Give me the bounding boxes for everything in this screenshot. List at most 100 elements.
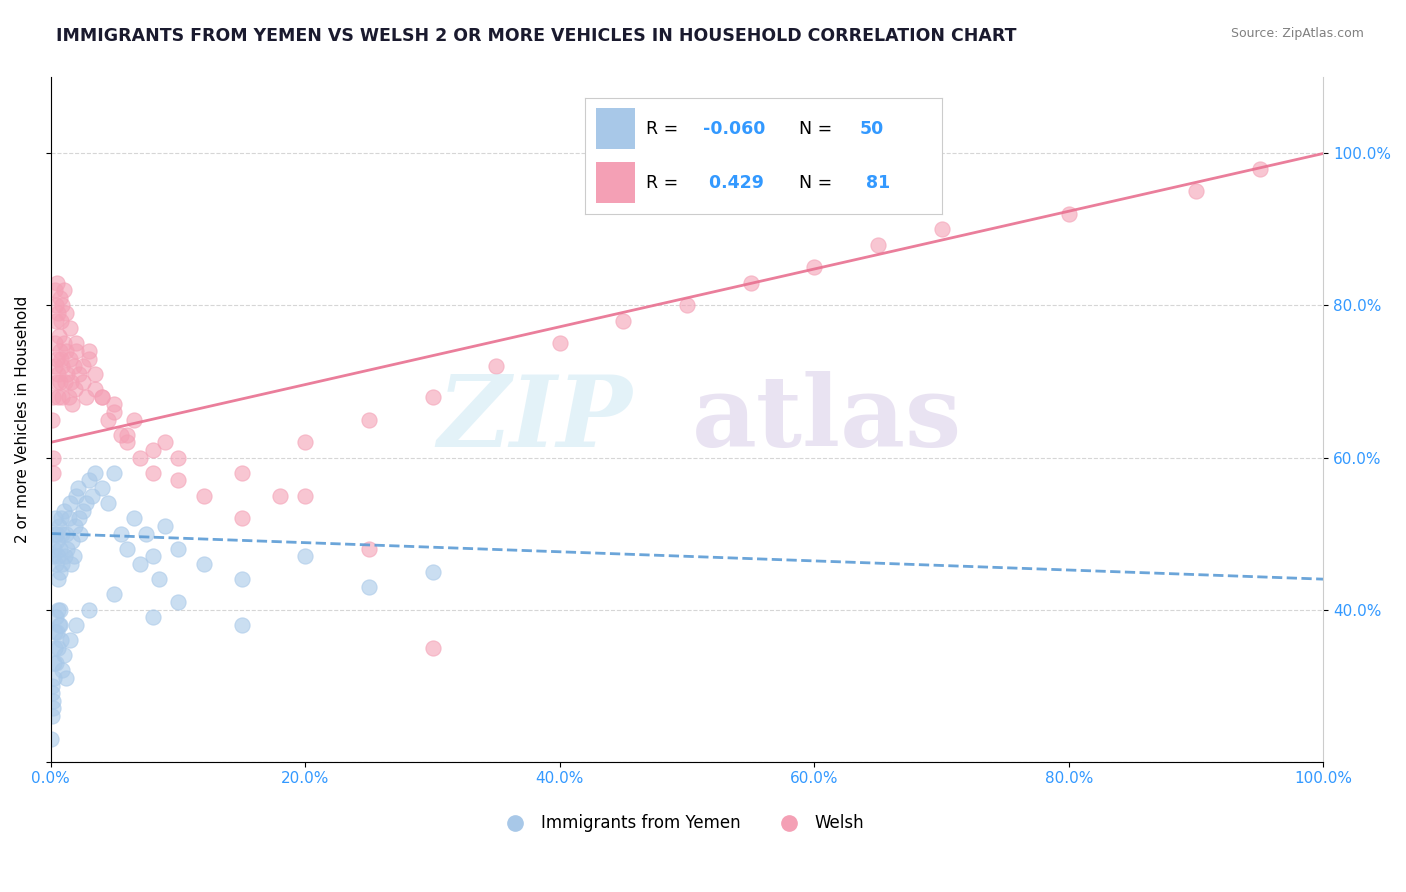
Point bbox=[42, 694, 65, 708]
Point bbox=[55, 671, 77, 685]
Point bbox=[51, 557, 73, 571]
Point bbox=[62, 397, 84, 411]
Point bbox=[80, 489, 103, 503]
Point bbox=[122, 511, 145, 525]
Point bbox=[48, 519, 70, 533]
Point bbox=[59, 321, 82, 335]
Point bbox=[115, 435, 138, 450]
Point bbox=[59, 351, 82, 366]
Point bbox=[55, 344, 77, 359]
Point bbox=[60, 557, 83, 571]
Point bbox=[84, 367, 107, 381]
Point bbox=[193, 557, 215, 571]
Point bbox=[866, 237, 889, 252]
Point bbox=[155, 435, 177, 450]
Point bbox=[58, 511, 80, 525]
Point bbox=[48, 344, 70, 359]
Point bbox=[357, 541, 380, 556]
Point bbox=[49, 511, 72, 525]
Point bbox=[62, 534, 84, 549]
Point bbox=[42, 671, 65, 685]
Point bbox=[97, 496, 120, 510]
Y-axis label: 2 or more Vehicles in Household: 2 or more Vehicles in Household bbox=[15, 296, 30, 543]
Point bbox=[48, 329, 70, 343]
Point bbox=[110, 427, 132, 442]
Point bbox=[49, 314, 72, 328]
Point bbox=[48, 367, 70, 381]
Point bbox=[77, 602, 100, 616]
Point bbox=[148, 572, 170, 586]
Point bbox=[103, 405, 125, 419]
Point bbox=[422, 390, 444, 404]
Point bbox=[142, 610, 165, 624]
Point bbox=[49, 565, 72, 579]
Point bbox=[49, 602, 72, 616]
Point bbox=[42, 701, 65, 715]
Point bbox=[48, 602, 70, 616]
Point bbox=[51, 359, 73, 374]
Point bbox=[740, 276, 762, 290]
Point bbox=[45, 557, 67, 571]
Point bbox=[63, 519, 86, 533]
Point bbox=[294, 549, 316, 564]
Point bbox=[676, 298, 699, 312]
Point bbox=[53, 375, 76, 389]
Point bbox=[42, 541, 65, 556]
Point bbox=[84, 382, 107, 396]
Point bbox=[231, 511, 253, 525]
Point bbox=[65, 617, 87, 632]
Point bbox=[65, 489, 87, 503]
Point bbox=[803, 260, 825, 275]
Point bbox=[51, 390, 73, 404]
Point bbox=[231, 617, 253, 632]
Point bbox=[548, 336, 571, 351]
Point bbox=[48, 617, 70, 632]
Point bbox=[48, 541, 70, 556]
Point bbox=[44, 656, 66, 670]
Point bbox=[612, 314, 634, 328]
Point bbox=[167, 541, 190, 556]
Point bbox=[65, 336, 87, 351]
Point bbox=[65, 344, 87, 359]
Point bbox=[45, 610, 67, 624]
Point bbox=[42, 390, 65, 404]
Point bbox=[135, 526, 157, 541]
Point bbox=[46, 625, 69, 640]
Point bbox=[49, 632, 72, 647]
Point bbox=[485, 359, 508, 374]
Point bbox=[48, 306, 70, 320]
Point bbox=[142, 466, 165, 480]
Point bbox=[52, 648, 75, 662]
Point bbox=[42, 466, 65, 480]
Point bbox=[51, 298, 73, 312]
Point bbox=[52, 336, 75, 351]
Point bbox=[55, 526, 77, 541]
Point bbox=[422, 640, 444, 655]
Point bbox=[1057, 207, 1080, 221]
Point bbox=[48, 549, 70, 564]
Point bbox=[52, 504, 75, 518]
Point bbox=[67, 511, 90, 525]
Point bbox=[44, 640, 66, 655]
Point bbox=[44, 283, 66, 297]
Point bbox=[41, 679, 63, 693]
Point bbox=[1249, 161, 1271, 176]
Point bbox=[294, 435, 316, 450]
Point bbox=[44, 336, 66, 351]
Text: atlas: atlas bbox=[692, 371, 962, 468]
Point bbox=[46, 351, 69, 366]
Point bbox=[72, 504, 94, 518]
Point bbox=[193, 489, 215, 503]
Point bbox=[90, 390, 112, 404]
Point bbox=[422, 565, 444, 579]
Point bbox=[66, 481, 89, 495]
Point bbox=[45, 656, 67, 670]
Point bbox=[44, 526, 66, 541]
Point bbox=[42, 450, 65, 465]
Point bbox=[41, 709, 63, 723]
Point bbox=[41, 731, 63, 746]
Point bbox=[231, 572, 253, 586]
Point bbox=[49, 351, 72, 366]
Point bbox=[58, 390, 80, 404]
Point bbox=[77, 351, 100, 366]
